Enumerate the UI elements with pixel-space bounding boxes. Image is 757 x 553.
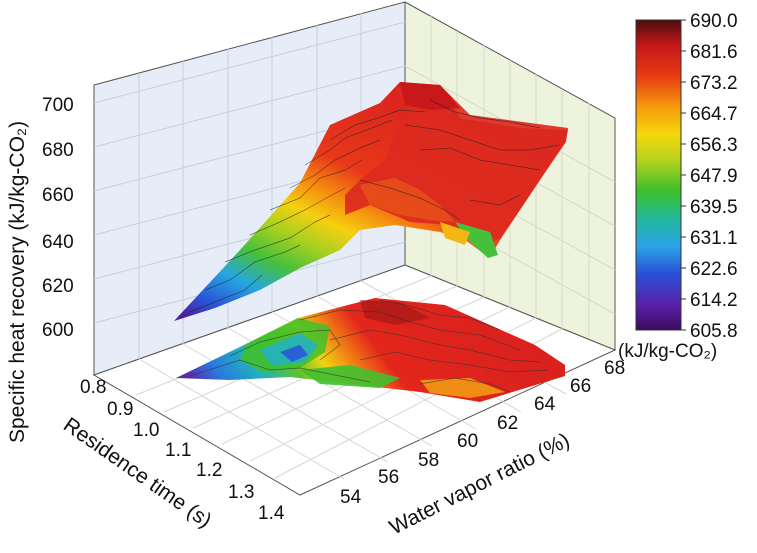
colorbar-tick-label: 614.2 bbox=[690, 290, 738, 311]
colorbar-tick-label: 647.9 bbox=[690, 166, 738, 187]
colorbar-unit-label: (kJ/kg-CO₂) bbox=[618, 341, 717, 362]
colorbar-ticks: 690.0 681.6 673.2 664.7 656.3 647.9 639.5 631.1… bbox=[681, 11, 738, 342]
y-tick: 62 bbox=[497, 413, 518, 434]
y-tick: 68 bbox=[604, 358, 625, 379]
z-tick: 600 bbox=[42, 320, 74, 341]
x-axis-ticks: 0.8 0.9 1.0 1.1 1.2 1.3 1.4 bbox=[80, 377, 285, 524]
x-tick: 0.9 bbox=[107, 399, 133, 420]
z-axis-label: Specific heat recovery (kJ/kg-CO₂) bbox=[6, 121, 29, 443]
y-tick: 54 bbox=[340, 487, 362, 508]
z-tick: 660 bbox=[42, 185, 74, 206]
colorbar-tick-label: 605.8 bbox=[690, 321, 738, 342]
x-tick: 1.0 bbox=[133, 420, 159, 441]
colorbar-tick-label: 622.6 bbox=[690, 259, 738, 280]
z-tick: 700 bbox=[42, 95, 74, 116]
x-tick: 1.1 bbox=[165, 440, 191, 461]
floor-contour-map bbox=[176, 298, 565, 402]
z-tick: 620 bbox=[42, 276, 74, 297]
colorbar-tick-label: 664.7 bbox=[690, 104, 738, 125]
colorbar-tick-label: 631.1 bbox=[690, 228, 738, 249]
colorbar-tick-label: 673.2 bbox=[690, 73, 738, 94]
y-tick: 58 bbox=[418, 450, 439, 471]
x-tick: 1.3 bbox=[228, 482, 254, 503]
x-tick: 1.4 bbox=[258, 503, 285, 524]
colorbar-gradient bbox=[635, 19, 682, 331]
y-axis-label: Water vapor ratio (%) bbox=[386, 429, 574, 540]
3d-surface bbox=[174, 82, 568, 321]
colorbar: 690.0 681.6 673.2 664.7 656.3 647.9 639.5 631.1… bbox=[618, 11, 738, 362]
y-tick: 56 bbox=[378, 467, 399, 488]
colorbar-tick-label: 681.6 bbox=[690, 42, 738, 63]
y-tick: 64 bbox=[534, 394, 556, 415]
x-tick: 0.8 bbox=[80, 377, 106, 398]
colorbar-tick-label: 656.3 bbox=[690, 135, 738, 156]
z-tick: 680 bbox=[42, 140, 74, 161]
colorbar-tick-label: 639.5 bbox=[690, 197, 738, 218]
y-axis-ticks: 54 56 58 60 62 64 66 68 bbox=[340, 358, 625, 508]
z-axis-ticks: 600 620 640 660 680 700 bbox=[42, 95, 74, 341]
x-tick: 1.2 bbox=[196, 460, 222, 481]
y-tick: 66 bbox=[570, 376, 591, 397]
y-tick: 60 bbox=[457, 431, 478, 452]
z-tick: 640 bbox=[42, 232, 74, 253]
colorbar-tick-label: 690.0 bbox=[690, 11, 738, 32]
